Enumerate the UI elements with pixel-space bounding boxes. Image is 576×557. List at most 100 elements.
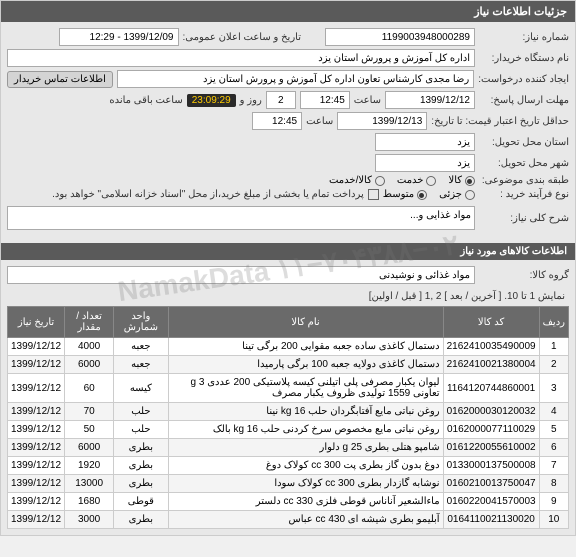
table-row[interactable]: 31164120744860001لیوان یکبار مصرفی پلی ا… xyxy=(8,374,569,403)
table-cell: بطری xyxy=(114,511,168,529)
radio-icon xyxy=(375,176,385,186)
table-row[interactable]: 100164110021130020آبلیمو بطری شیشه ای cc… xyxy=(8,511,569,529)
table-row[interactable]: 70133000137500008دوغ بدون گاز بطری پت cc… xyxy=(8,457,569,475)
desc-label: شرح کلی نیاز: xyxy=(479,213,569,224)
buyer-label: نام دستگاه خریدار: xyxy=(479,53,569,64)
table-cell: 1920 xyxy=(65,457,114,475)
table-cell: 0164110021130020 xyxy=(443,511,539,529)
panel-title: جزئیات اطلاعات نیاز xyxy=(1,1,575,22)
price-deadline-time-field: 12:45 xyxy=(252,112,302,130)
table-cell: 4000 xyxy=(65,338,114,356)
table-cell: 1399/12/12 xyxy=(8,338,65,356)
timer: 23:09:29 xyxy=(187,94,236,107)
table-header: ردیف xyxy=(539,307,568,338)
table-header: واحد شمارش xyxy=(114,307,168,338)
table-header: تعداد / مقدار xyxy=(65,307,114,338)
table-cell: 1399/12/12 xyxy=(8,421,65,439)
payment-note: پرداخت تمام یا بخشی از مبلغ خرید،از محل … xyxy=(52,189,364,200)
process-medium-radio[interactable]: متوسط xyxy=(383,189,427,200)
table-cell: حلب xyxy=(114,421,168,439)
table-cell: دستمال کاغذی دولایه جعبه 100 برگی پارمید… xyxy=(168,356,443,374)
table-cell: ماءالشعیر آناناس قوطی فلزی cc 330 دلستر xyxy=(168,493,443,511)
table-cell: 5 xyxy=(539,421,568,439)
table-cell: بطری xyxy=(114,457,168,475)
table-header: تاریخ نیاز xyxy=(8,307,65,338)
table-cell: 2 xyxy=(539,356,568,374)
table-cell: 1164120744860001 xyxy=(443,374,539,403)
delivery-state-label: استان محل تحویل: xyxy=(479,137,569,148)
days-field: 2 xyxy=(266,91,296,109)
radio-icon xyxy=(426,176,436,186)
payment-checkbox[interactable] xyxy=(368,189,379,200)
announce-label: تاریخ و ساعت اعلان عمومی: xyxy=(183,32,302,43)
table-cell: 1399/12/12 xyxy=(8,511,65,529)
table-row[interactable]: 60161220055610002شامپو هتلی بطری g 25 دل… xyxy=(8,439,569,457)
table-cell: روغن نباتی مایع آفتابگردان حلب kg 16 نین… xyxy=(168,403,443,421)
table-cell: 2162410021380004 xyxy=(443,356,539,374)
table-cell: شامپو هتلی بطری g 25 دلوار xyxy=(168,439,443,457)
price-deadline-label: حداقل تاریخ اعتبار قیمت: تا تاریخ: xyxy=(431,116,569,127)
process-radio-group: جزئی متوسط xyxy=(383,189,475,200)
price-deadline-date-field: 1399/12/13 xyxy=(337,112,427,130)
group-label: گروه کالا: xyxy=(479,270,569,281)
radio-icon xyxy=(465,190,475,200)
contact-button[interactable]: اطلاعات تماس خریدار xyxy=(7,71,113,88)
table-row[interactable]: 12162410035490009دستمال کاغذی ساده جعبه … xyxy=(8,338,569,356)
table-cell: 1399/12/12 xyxy=(8,356,65,374)
table-cell: 8 xyxy=(539,475,568,493)
deadline-date-field: 1399/12/12 xyxy=(385,91,475,109)
table-cell: دوغ بدون گاز بطری پت cc 300 کولاک دوغ xyxy=(168,457,443,475)
table-cell: قوطی xyxy=(114,493,168,511)
deadline-label: مهلت ارسال پاسخ: xyxy=(479,95,569,106)
time-label-1: ساعت xyxy=(354,95,381,106)
table-cell: 1399/12/12 xyxy=(8,403,65,421)
remaining-label: ساعت باقی مانده xyxy=(109,95,182,106)
table-cell: کیسه xyxy=(114,374,168,403)
delivery-state-field: یزد xyxy=(375,133,475,151)
main-panel: جزئیات اطلاعات نیاز شماره نیاز: 11990039… xyxy=(0,0,576,536)
time-label-2: ساعت xyxy=(306,116,333,127)
table-cell: 0162000030120032 xyxy=(443,403,539,421)
days-label: روز و xyxy=(240,95,262,106)
table-cell: 7 xyxy=(539,457,568,475)
category-radio-group: کالا خدمت کالا/خدمت xyxy=(329,175,475,186)
category-service-radio[interactable]: خدمت xyxy=(397,175,437,186)
items-section-title: اطلاعات کالاهای مورد نیاز xyxy=(1,243,575,260)
table-cell: 60 xyxy=(65,374,114,403)
table-cell: روغن نباتی مایع مخصوص سرخ کردنی حلب kg 1… xyxy=(168,421,443,439)
radio-icon xyxy=(417,190,427,200)
category-both-radio[interactable]: کالا/خدمت xyxy=(329,175,385,186)
creator-label: ایجاد کننده درخواست: xyxy=(478,74,569,85)
buyer-field: اداره کل آموزش و پرورش استان یزد xyxy=(7,49,475,67)
table-cell: نوشابه گازدار بطری cc 300 کولاک سودا xyxy=(168,475,443,493)
table-cell: 9 xyxy=(539,493,568,511)
table-cell: 2162410035490009 xyxy=(443,338,539,356)
table-cell: حلب xyxy=(114,403,168,421)
table-cell: 0161220055610002 xyxy=(443,439,539,457)
desc-textarea[interactable]: مواد غذایی و... xyxy=(7,206,475,230)
delivery-city-field: یزد xyxy=(375,154,475,172)
table-cell: 6000 xyxy=(65,356,114,374)
table-row[interactable]: 50162000077110029روغن نباتی مایع مخصوص س… xyxy=(8,421,569,439)
table-row[interactable]: 90160220041570003ماءالشعیر آناناس قوطی ف… xyxy=(8,493,569,511)
table-cell: 6000 xyxy=(65,439,114,457)
process-small-radio[interactable]: جزئی xyxy=(439,189,475,200)
table-cell: لیوان یکبار مصرفی پلی اتیلنی کیسه پلاستی… xyxy=(168,374,443,403)
table-row[interactable]: 22162410021380004دستمال کاغذی دولایه جعب… xyxy=(8,356,569,374)
table-cell: 0162000077110029 xyxy=(443,421,539,439)
pager[interactable]: نمایش 1 تا 10. [ آخرین / بعد ] 2 ,1 [ قب… xyxy=(7,287,569,306)
table-cell: 1 xyxy=(539,338,568,356)
table-row[interactable]: 80160210013750047نوشابه گازدار بطری cc 3… xyxy=(8,475,569,493)
category-goods-radio[interactable]: کالا xyxy=(448,175,475,186)
group-field: مواد غذائی و نوشیدنی xyxy=(7,266,475,284)
table-cell: دستمال کاغذی ساده جعبه مقوایی 200 برگی ت… xyxy=(168,338,443,356)
table-row[interactable]: 40162000030120032روغن نباتی مایع آفتابگر… xyxy=(8,403,569,421)
table-cell: 3000 xyxy=(65,511,114,529)
table-header: کد کالا xyxy=(443,307,539,338)
table-cell: 70 xyxy=(65,403,114,421)
table-header: نام کالا xyxy=(168,307,443,338)
table-cell: 1399/12/12 xyxy=(8,493,65,511)
table-cell: 1399/12/12 xyxy=(8,439,65,457)
table-cell: 6 xyxy=(539,439,568,457)
table-cell: 1680 xyxy=(65,493,114,511)
